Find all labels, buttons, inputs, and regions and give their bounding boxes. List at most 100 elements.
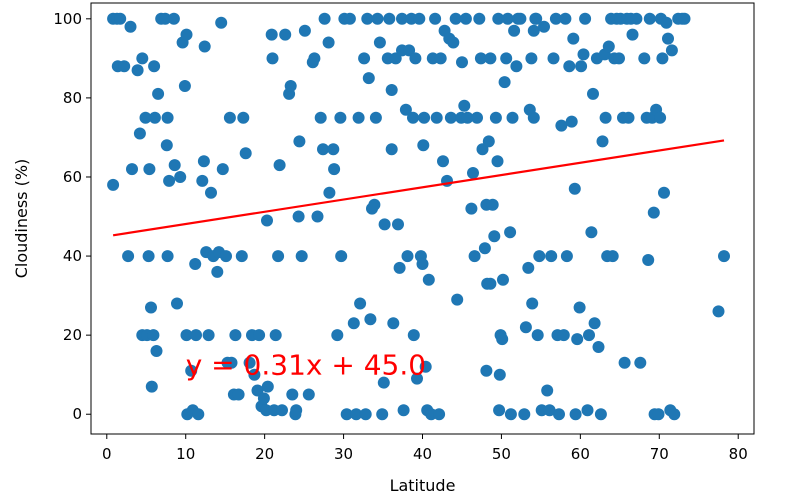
scatter-point — [198, 40, 211, 53]
scatter-point — [148, 111, 161, 124]
scatter-point — [354, 297, 367, 310]
scatter-point — [592, 341, 605, 353]
scatter-point — [189, 258, 202, 270]
scatter-point — [602, 40, 615, 53]
scatter-point — [437, 155, 449, 168]
scatter-point — [519, 321, 532, 334]
scatter-point — [284, 80, 297, 92]
scatter-point — [567, 32, 580, 45]
scatter-point — [409, 52, 422, 65]
scatter-point — [124, 20, 137, 33]
scatter-point — [541, 384, 554, 397]
scatter-point — [482, 135, 495, 148]
scatter-point — [642, 254, 655, 266]
scatter-point — [378, 218, 391, 231]
scatter-point — [526, 297, 539, 310]
scatter-point — [131, 64, 144, 77]
scatter-point — [533, 250, 546, 263]
scatter-point — [358, 52, 371, 65]
scatter-point — [459, 12, 472, 25]
scatter-point — [174, 171, 187, 183]
scatter-point — [215, 16, 228, 29]
scatter-point — [180, 28, 193, 41]
scatter-point — [229, 329, 242, 342]
scatter-point — [419, 360, 432, 373]
scatter-point — [514, 12, 527, 25]
scatter-point — [527, 24, 540, 37]
scatter-point — [368, 198, 381, 211]
y-tick-label: 80 — [63, 89, 82, 107]
scatter-point — [318, 12, 331, 25]
scatter-point — [399, 103, 412, 116]
scatter-point — [492, 12, 505, 25]
scatter-point — [660, 16, 673, 29]
x-tick-label: 40 — [413, 445, 432, 463]
scatter-point — [122, 250, 135, 263]
scatter-point — [290, 404, 303, 417]
y-tick-label: 0 — [72, 405, 82, 423]
x-tick-label: 20 — [255, 445, 274, 463]
scatter-point — [491, 155, 504, 168]
scatter-point — [387, 317, 400, 330]
y-tick-label: 20 — [63, 326, 82, 344]
scatter-point — [133, 127, 146, 140]
scatter-point — [480, 364, 493, 377]
scatter-point — [272, 250, 285, 263]
scatter-point — [139, 111, 152, 124]
scatter-point — [352, 111, 365, 124]
scatter-point — [573, 301, 586, 314]
scatter-point — [493, 368, 506, 381]
scatter-point — [547, 52, 560, 65]
scatter-point — [302, 388, 315, 401]
scatter-point — [468, 250, 481, 263]
scatter-point — [396, 12, 408, 25]
scatter-point — [178, 80, 191, 92]
scatter-point — [243, 356, 256, 369]
y-tick-label: 60 — [63, 168, 82, 186]
scatter-point — [634, 356, 647, 369]
x-tick-label: 70 — [650, 445, 669, 463]
scatter-point — [618, 356, 631, 369]
scatter-point — [190, 329, 202, 342]
scatter-point — [581, 404, 594, 417]
scatter-point — [422, 273, 435, 286]
x-tick-label: 50 — [492, 445, 511, 463]
x-tick-label: 60 — [571, 445, 590, 463]
scatter-point — [397, 404, 410, 417]
scatter-point — [211, 265, 224, 278]
scatter-point — [522, 261, 535, 274]
scatter-point — [361, 12, 374, 25]
scatter-point — [385, 84, 398, 96]
regression-line — [112, 139, 725, 237]
scatter-point — [626, 28, 639, 41]
scatter-point — [484, 52, 497, 65]
scatter-point — [220, 250, 232, 263]
scatter-point — [497, 273, 509, 286]
y-tick-label: 40 — [63, 247, 82, 265]
scatter-point — [377, 376, 390, 389]
scatter-point — [434, 52, 447, 65]
scatter-point — [478, 242, 491, 255]
scatter-point — [239, 147, 252, 160]
scatter-point — [530, 12, 543, 25]
scatter-point — [273, 159, 286, 172]
scatter-point — [373, 36, 386, 49]
scatter-point — [359, 408, 372, 421]
scatter-point — [279, 28, 292, 41]
scatter-point — [531, 329, 544, 342]
scatter-point — [662, 32, 674, 45]
scatter-point — [126, 163, 138, 176]
scatter-point — [563, 60, 576, 73]
scatter-point — [257, 392, 270, 405]
scatter-point — [163, 174, 176, 187]
scatter-point — [527, 111, 540, 124]
scatter-point — [569, 408, 582, 421]
scatter-point — [656, 52, 669, 65]
scatter-point — [253, 329, 266, 342]
scatter-point — [498, 76, 511, 89]
scatter-point — [496, 333, 509, 346]
regression-equation: y = 0.31x + 45.0 — [186, 349, 426, 382]
scatter-point — [484, 277, 497, 290]
scatter-point — [392, 218, 404, 231]
scatter-point — [152, 87, 165, 100]
